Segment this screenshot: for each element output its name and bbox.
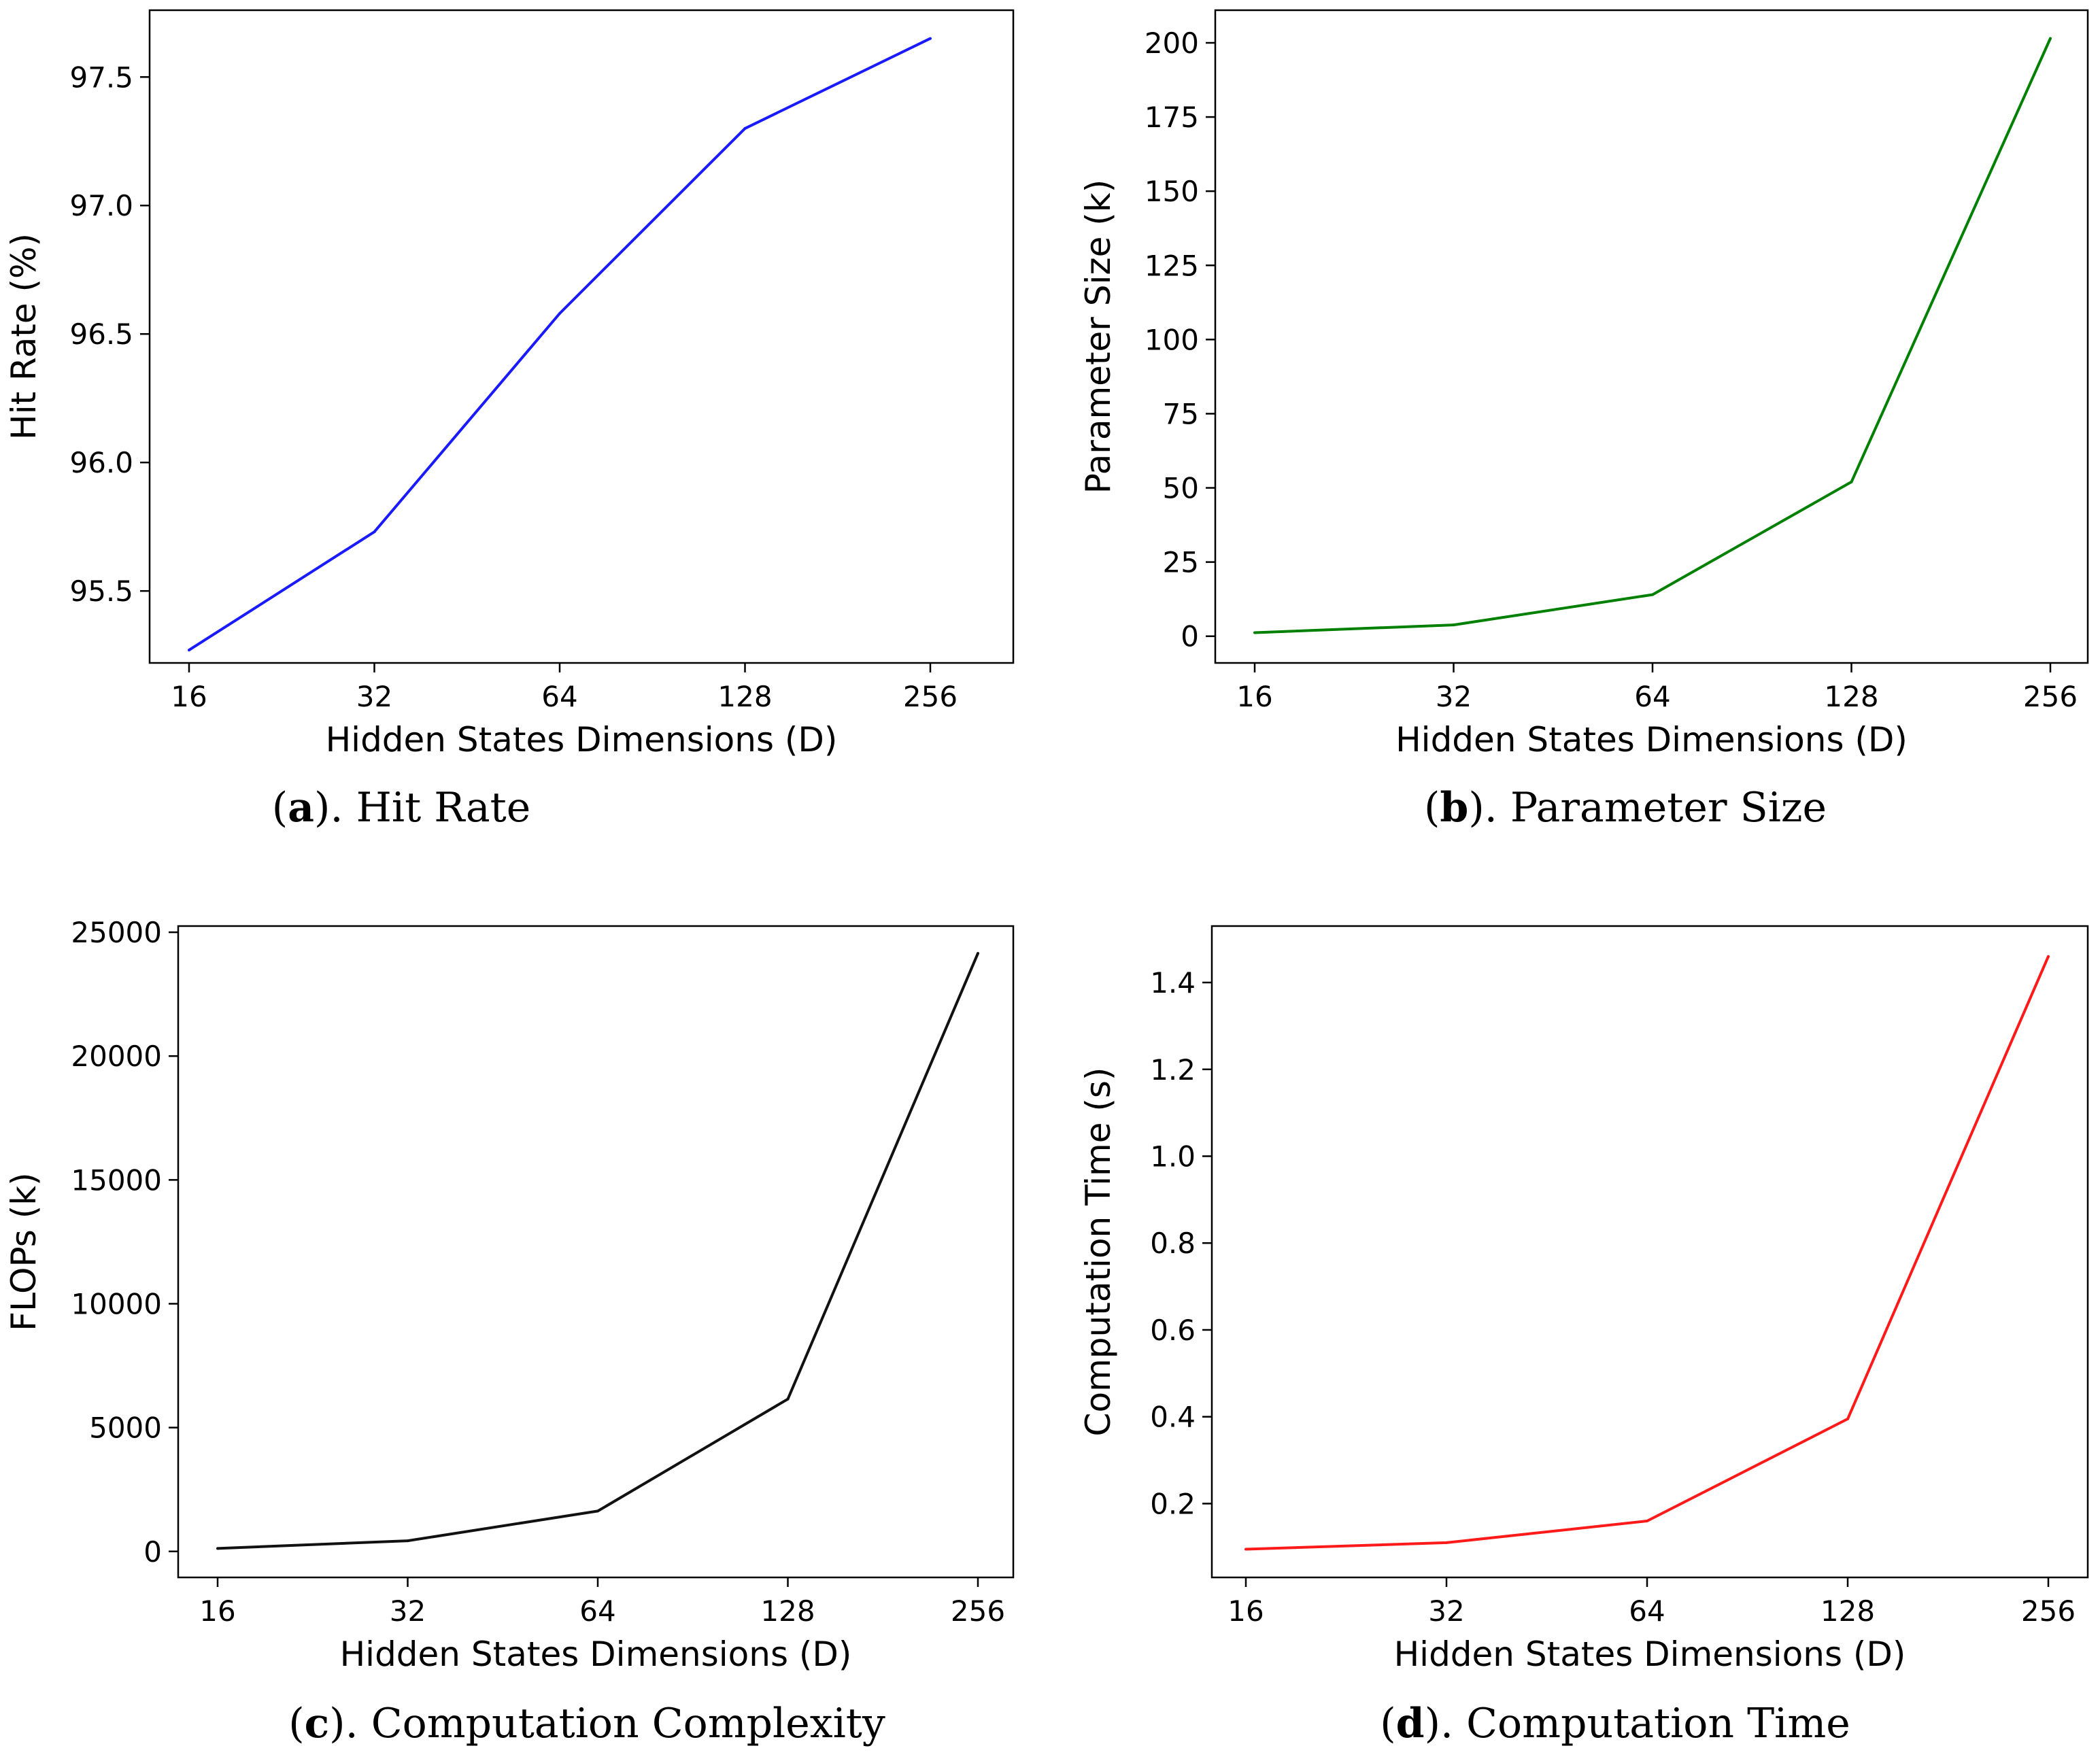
series-line [1254,37,2052,634]
y-tick-label: 0.2 [1150,1487,1196,1520]
data-point [596,1509,599,1513]
y-tick-label: 1.0 [1150,1140,1196,1173]
x-tick-label: 256 [2021,1594,2076,1628]
y-tick-label: 25000 [71,916,162,949]
y-tick-label: 100 [1145,323,1199,356]
y-axis-label: Computation Time (s) [1079,1067,1118,1437]
data-point [1651,593,1654,596]
data-point [1646,1519,1648,1522]
y-tick-label: 50 [1163,472,1199,505]
data-point [406,1539,409,1543]
x-tick-label: 256 [951,1594,1005,1628]
data-point [786,1397,790,1401]
y-tick-label: 175 [1145,101,1199,134]
plot-frame [1214,9,2089,664]
plot-frame [148,9,1015,664]
data-point [1244,1548,1247,1551]
y-tick-label: 96.5 [69,318,133,351]
panel-caption: (a). Hit Rate [272,784,531,832]
data-point [1850,480,1853,483]
y-tick-label: 1.4 [1150,966,1196,999]
chart-d: 0.2 0.4 0.6 0.8 1.0 1.2 1.4 16 32 64 128 256 Hidden … [1079,925,2089,1747]
data-point [373,530,376,534]
x-tick-label: 64 [1629,1594,1665,1628]
y-axis-label: FLOPs (k) [4,1172,44,1331]
x-tick-label: 16 [171,680,207,713]
x-tick-label: 256 [2023,680,2078,713]
y-axis-label: Hit Rate (%) [4,233,44,440]
panel-caption: (b). Parameter Size [1424,784,1827,832]
x-tick-label: 64 [541,680,577,713]
data-point [2049,37,2052,40]
y-tick-label: 1.2 [1150,1053,1196,1087]
data-point [1452,623,1455,627]
x-tick-label: 32 [390,1594,426,1628]
x-tick-label: 128 [1820,1594,1875,1628]
chart-a: 95.5 96.0 96.5 97.0 97.5 16 32 64 128 256 Hidden S… [4,9,1015,832]
series-line [188,37,931,651]
data-point [558,311,561,315]
x-tick-label: 16 [199,1594,235,1628]
series-line [1245,955,2050,1551]
plot-frame [177,925,1015,1579]
x-axis-label: Hidden States Dimensions (D) [1395,720,1908,759]
data-point [2047,955,2050,958]
panel-caption: (c). Computation Complexity [288,1700,885,1747]
x-tick-label: 16 [1236,680,1272,713]
x-tick-label: 32 [356,680,392,713]
y-tick-label: 25 [1163,546,1199,579]
y-tick-label: 75 [1163,397,1199,430]
data-point [188,649,190,652]
y-tick-label: 97.0 [69,189,133,222]
x-tick-label: 256 [903,680,958,713]
y-tick-label: 0.8 [1150,1227,1196,1260]
y-tick-label: 0.6 [1150,1314,1196,1347]
y-tick-label: 10000 [71,1287,162,1320]
x-axis-label: Hidden States Dimensions (D) [326,720,838,759]
y-tick-label: 95.5 [69,575,133,608]
chart-b: 0 25 50 75 100 125 150 175 200 16 32 64 128 256 Hidden… [1079,9,2089,832]
y-tick-label: 96.0 [69,446,133,479]
chart-c: 0 5000 10000 15000 20000 25000 16 32 64 128 256 Hid… [4,916,1015,1747]
x-axis-label: Hidden States Dimensions (D) [1394,1635,1906,1674]
x-tick-label: 128 [760,1594,815,1628]
y-tick-label: 200 [1145,27,1199,60]
x-tick-label: 16 [1227,1594,1264,1628]
x-tick-label: 128 [1824,680,1878,713]
data-point [1846,1417,1849,1420]
x-tick-label: 32 [1428,1594,1464,1628]
x-axis-label: Hidden States Dimensions (D) [340,1635,852,1674]
data-point [743,126,747,130]
y-tick-label: 0 [1181,620,1199,653]
y-tick-label: 97.5 [69,61,133,94]
y-tick-label: 0.4 [1150,1401,1196,1434]
y-tick-label: 0 [143,1535,162,1569]
y-tick-label: 15000 [71,1163,162,1197]
x-tick-label: 64 [1634,680,1670,713]
x-tick-label: 64 [579,1594,615,1628]
data-point [1445,1541,1448,1544]
x-tick-label: 128 [717,680,772,713]
y-tick-label: 20000 [71,1040,162,1073]
y-tick-label: 125 [1145,249,1199,282]
plot-frame [1210,925,2089,1579]
data-point [1253,631,1256,634]
x-tick-label: 32 [1436,680,1472,713]
data-point [929,37,932,40]
data-point [216,1547,219,1550]
y-tick-label: 150 [1145,175,1199,208]
series-line [217,953,979,1550]
data-point [977,952,979,955]
panel-caption: (d). Computation Time [1380,1700,1850,1747]
y-axis-label: Parameter Size (k) [1079,179,1118,494]
y-tick-label: 5000 [89,1412,162,1445]
